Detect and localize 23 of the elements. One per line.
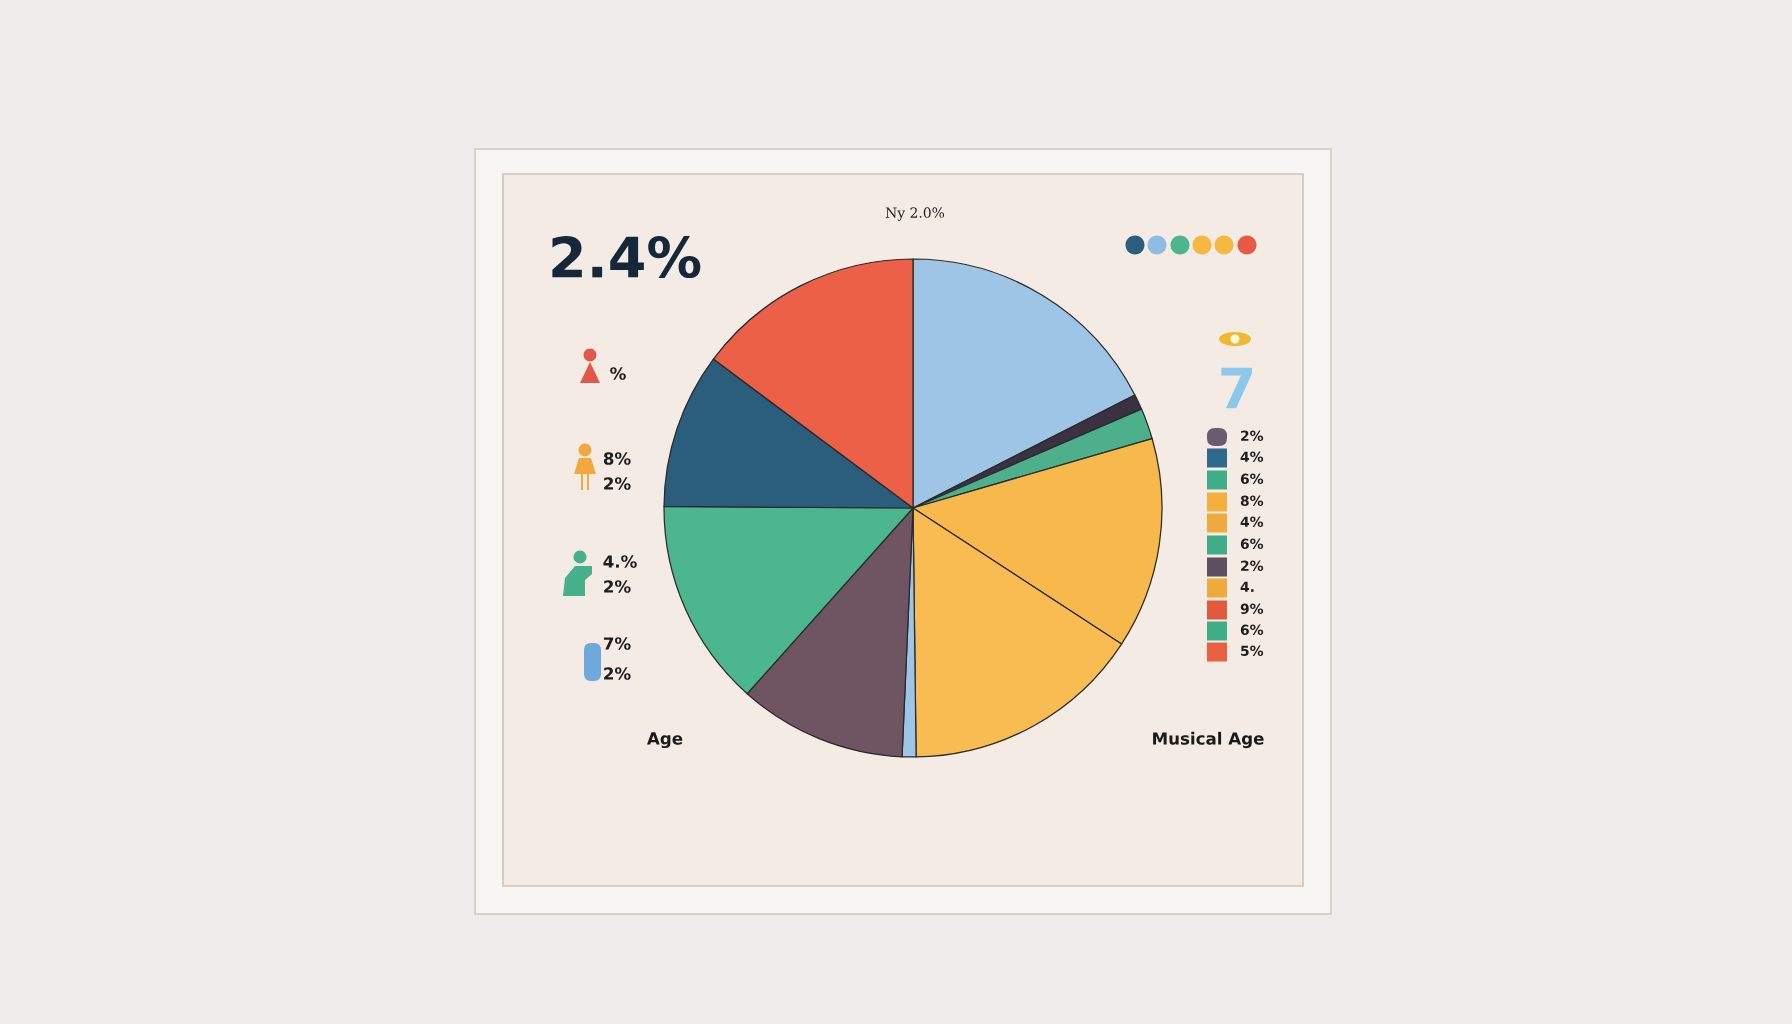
text: 2% — [1241, 430, 1264, 442]
text: % — [610, 367, 626, 380]
text: Ny 2.0% — [885, 207, 945, 221]
text: 8% — [603, 452, 631, 465]
text: 4.% — [603, 555, 637, 568]
text: 7 — [1221, 367, 1252, 409]
text: Age — [647, 732, 683, 749]
text: Musical Age — [1153, 731, 1264, 749]
text: 5% — [1241, 645, 1264, 657]
text: 6% — [1240, 473, 1264, 485]
chart-title: 2.4% — [552, 236, 701, 279]
text: 6% — [1240, 624, 1264, 636]
text: 8% — [1240, 495, 1264, 507]
text: 2% — [1241, 560, 1264, 572]
text: 9% — [1240, 603, 1264, 615]
text: 7% — [603, 637, 631, 650]
text: 2% — [604, 667, 631, 680]
text: 2% — [604, 580, 631, 593]
text: 6% — [1240, 538, 1264, 550]
text: 4. — [1240, 581, 1254, 592]
text: 4% — [1240, 516, 1264, 528]
text: 4% — [1240, 451, 1264, 463]
text: 2% — [604, 477, 631, 490]
